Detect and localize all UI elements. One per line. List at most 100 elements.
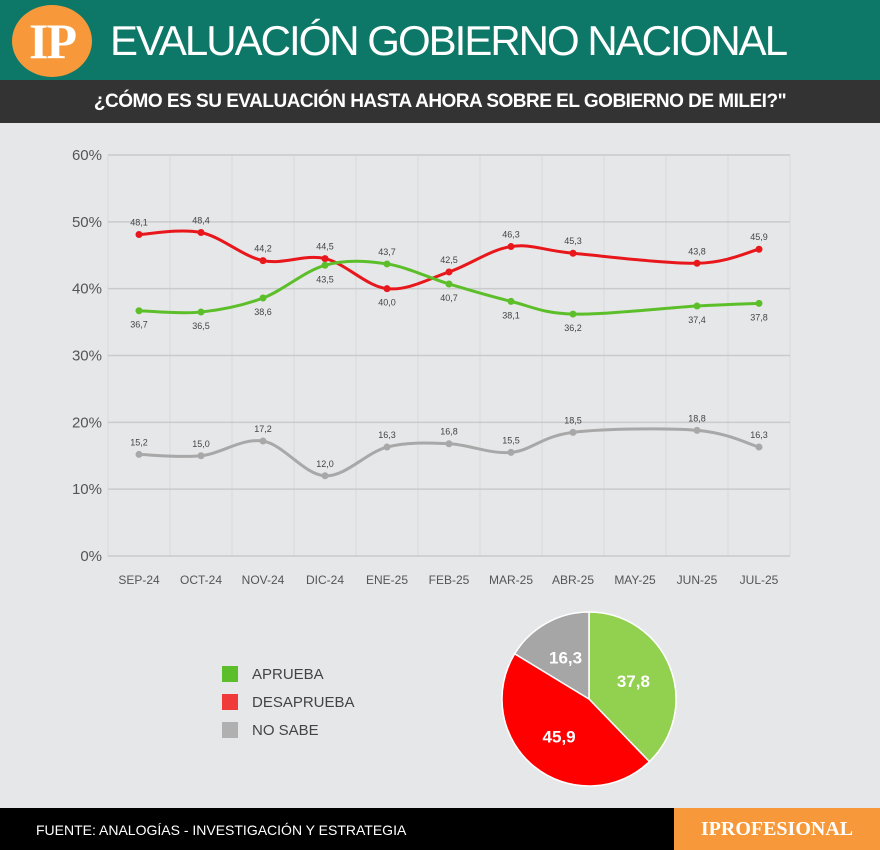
data-label: 16,3 <box>378 430 396 440</box>
brand-logo: IPROFESIONAL <box>674 808 880 850</box>
legend: APRUEBA DESAPRUEBA NO SABE <box>222 660 355 744</box>
series-line-no-sabe <box>138 427 760 478</box>
legend-item-aprueba: APRUEBA <box>222 660 355 688</box>
x-tick-label: JUN-25 <box>677 573 718 587</box>
x-tick-label: SEP-24 <box>118 573 160 587</box>
page-title: EVALUACIÓN GOBIERNO NACIONAL <box>110 17 788 64</box>
data-label: 12,0 <box>316 459 334 469</box>
data-point <box>569 249 577 257</box>
data-label: 36,7 <box>130 320 148 330</box>
data-point <box>569 428 577 436</box>
data-label: 48,1 <box>130 218 148 228</box>
data-point <box>507 297 515 305</box>
data-point <box>321 472 329 480</box>
data-label: 18,5 <box>564 415 582 425</box>
x-tick-label: FEB-25 <box>429 573 470 587</box>
data-point <box>693 426 701 434</box>
legend-swatch <box>222 722 238 738</box>
data-point <box>135 450 143 458</box>
data-point <box>445 268 453 276</box>
y-tick-label: 50% <box>72 214 102 231</box>
data-point <box>507 243 515 251</box>
data-label: 15,2 <box>130 437 148 447</box>
pie-label: 37,8 <box>617 672 650 691</box>
pie-label: 16,3 <box>549 648 582 667</box>
data-point <box>693 259 701 267</box>
data-label: 44,2 <box>254 244 272 254</box>
y-tick-label: 10% <box>72 481 102 498</box>
data-point <box>693 302 701 310</box>
data-label: 15,5 <box>502 435 520 445</box>
data-label: 36,5 <box>192 321 210 331</box>
data-point <box>135 231 143 239</box>
question-subtitle: ¿CÓMO ES SU EVALUACIÓN HASTA AHORA SOBRE… <box>0 80 880 123</box>
x-tick-label: JUL-25 <box>740 573 779 587</box>
x-tick-label: MAY-25 <box>614 573 656 587</box>
series-line-aprueba <box>138 259 760 316</box>
data-label: 48,4 <box>192 216 210 226</box>
data-point <box>259 437 267 445</box>
x-tick-label: DIC-24 <box>306 573 344 587</box>
data-label: 17,2 <box>254 424 272 434</box>
data-label: 45,9 <box>750 232 768 242</box>
data-point <box>197 452 205 460</box>
chart-area: 0% 10% 20% 30% 40% 50% 60% SEP-24 OCT-24 NOV-24 DI… <box>72 147 791 787</box>
data-point <box>197 308 205 316</box>
x-tick-label: NOV-24 <box>242 573 285 587</box>
data-point <box>321 261 329 269</box>
y-tick-label: 0% <box>80 548 102 565</box>
data-label: 43,5 <box>316 274 334 284</box>
legend-swatch <box>222 666 238 682</box>
data-point <box>755 245 763 253</box>
y-tick-label: 40% <box>72 281 102 298</box>
data-point <box>259 257 267 265</box>
data-point <box>197 229 205 237</box>
x-tick-label: ABR-25 <box>552 573 594 587</box>
data-label: 16,8 <box>440 427 458 437</box>
data-point <box>755 299 763 307</box>
data-label: 15,0 <box>192 439 210 449</box>
data-point <box>321 255 329 263</box>
data-label: 40,7 <box>440 293 458 303</box>
y-tick-label: 20% <box>72 414 102 431</box>
header: IP EVALUACIÓN GOBIERNO NACIONAL <box>0 0 880 80</box>
data-point <box>755 443 763 451</box>
data-label: 36,2 <box>564 323 582 333</box>
data-point <box>445 440 453 448</box>
data-point <box>383 285 391 293</box>
data-label: 37,8 <box>750 312 768 322</box>
x-tick-label: MAR-25 <box>489 573 533 587</box>
x-tick-label: OCT-24 <box>180 573 222 587</box>
pie-slice-desaprueba <box>501 652 651 787</box>
data-label: 43,7 <box>378 247 396 257</box>
data-point <box>135 307 143 315</box>
legend-swatch <box>222 694 238 710</box>
data-label: 45,3 <box>564 236 582 246</box>
pie-label: 45,9 <box>543 727 576 746</box>
data-label: 40,0 <box>378 298 396 308</box>
data-label: 16,3 <box>750 430 768 440</box>
pie-slice-aprueba <box>588 611 677 763</box>
data-point <box>383 260 391 268</box>
legend-item-no-sabe: NO SABE <box>222 716 355 744</box>
data-label: 43,8 <box>688 246 706 256</box>
data-point <box>507 448 515 456</box>
pie-slice-no-sabe <box>513 611 590 701</box>
data-label: 38,1 <box>502 310 520 320</box>
source-text: FUENTE: ANALOGÍAS - INVESTIGACIÓN Y ESTR… <box>36 822 407 838</box>
data-label: 44,5 <box>316 242 334 252</box>
data-point <box>259 294 267 302</box>
data-label: 46,3 <box>502 230 520 240</box>
data-label: 42,5 <box>440 255 458 265</box>
footer: FUENTE: ANALOGÍAS - INVESTIGACIÓN Y ESTR… <box>0 808 880 850</box>
legend-item-desaprueba: DESAPRUEBA <box>222 688 355 716</box>
y-tick-label: 30% <box>72 348 102 365</box>
data-label: 18,8 <box>688 413 706 423</box>
data-label: 37,4 <box>688 315 706 325</box>
y-tick-label: 60% <box>72 147 102 164</box>
data-point <box>569 310 577 318</box>
x-tick-label: ENE-25 <box>366 573 408 587</box>
data-point <box>383 443 391 451</box>
data-point <box>445 280 453 288</box>
ip-logo: IP <box>12 5 92 77</box>
